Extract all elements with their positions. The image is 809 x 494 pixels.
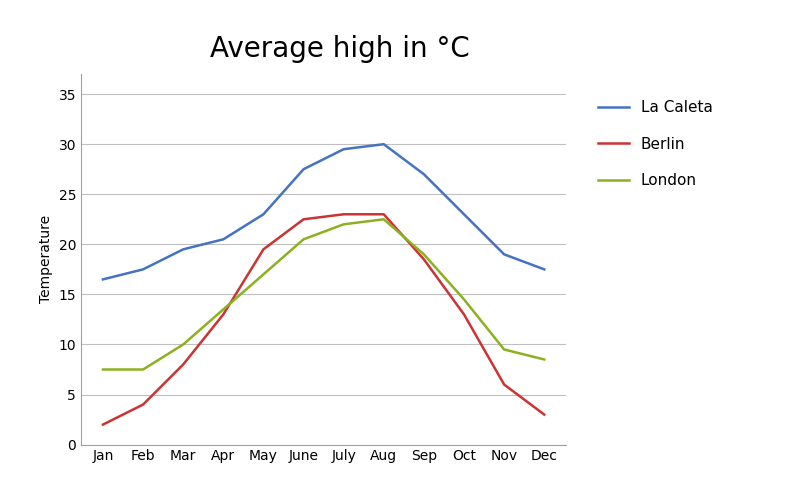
London <box>379 216 388 222</box>
London <box>499 346 509 352</box>
La Caleta <box>259 211 269 217</box>
Line: London: London <box>103 219 544 370</box>
Berlin <box>138 402 148 408</box>
London <box>299 236 308 242</box>
La Caleta <box>499 251 509 257</box>
Berlin <box>499 381 509 387</box>
Line: La Caleta: La Caleta <box>103 144 544 280</box>
London <box>218 306 228 312</box>
London <box>540 357 549 363</box>
Berlin <box>540 412 549 417</box>
Legend: La Caleta, Berlin, London: La Caleta, Berlin, London <box>598 100 713 188</box>
Berlin <box>299 216 308 222</box>
London <box>178 341 188 347</box>
La Caleta <box>218 236 228 242</box>
Text: Average high in °C: Average high in °C <box>210 35 470 63</box>
Berlin <box>419 256 429 262</box>
La Caleta <box>419 171 429 177</box>
La Caleta <box>460 211 469 217</box>
La Caleta <box>299 166 308 172</box>
Berlin <box>178 362 188 368</box>
London <box>460 296 469 302</box>
La Caleta <box>540 266 549 272</box>
La Caleta <box>339 146 349 152</box>
Line: Berlin: Berlin <box>103 214 544 424</box>
London <box>339 221 349 227</box>
Y-axis label: Temperature: Temperature <box>39 215 53 303</box>
Berlin <box>218 311 228 317</box>
Berlin <box>339 211 349 217</box>
Berlin <box>98 421 108 427</box>
London <box>138 367 148 372</box>
Berlin <box>379 211 388 217</box>
Berlin <box>460 311 469 317</box>
London <box>98 367 108 372</box>
La Caleta <box>379 141 388 147</box>
La Caleta <box>98 277 108 283</box>
La Caleta <box>138 266 148 272</box>
London <box>259 271 269 277</box>
La Caleta <box>178 247 188 252</box>
Berlin <box>259 247 269 252</box>
London <box>419 251 429 257</box>
